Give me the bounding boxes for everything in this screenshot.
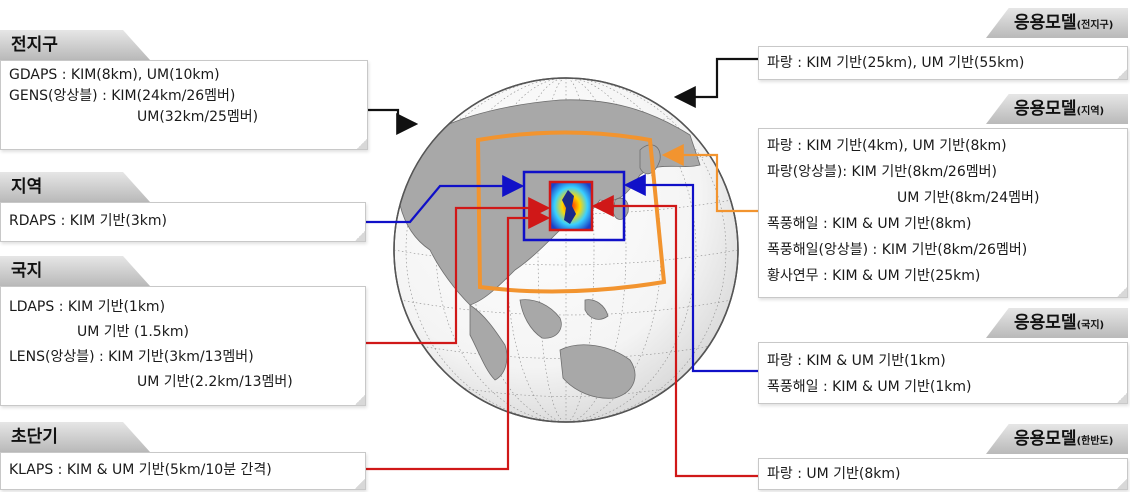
app-peninsula-wave-line: 파랑 : UM 기반(8km): [767, 466, 901, 482]
panel-global-body: GDAPS : KIM(8km), UM(10km) GENS(앙상블) : K…: [0, 60, 368, 150]
lens-um-line: UM 기반(2.2km/13멤버): [137, 374, 293, 390]
ldaps-um-line: UM 기반 (1.5km): [77, 324, 189, 340]
panel-regional-title: 지역: [0, 172, 150, 202]
app-subtitle: (한반도): [1076, 436, 1114, 447]
panel-nowcast-title: 초단기: [0, 422, 150, 452]
app-local-wave-line: 파랑 : KIM & UM 기반(1km): [767, 353, 946, 369]
panel-global-title: 전지구: [0, 30, 150, 60]
gens-um-line: UM(32km/25멤버): [137, 109, 259, 125]
klaps-line: KLAPS : KIM & UM 기반(5km/10분 간격): [9, 462, 272, 478]
panel-app-regional: 응용모델(지역) 파랑 : KIM 기반(4km), UM 기반(8km) 파랑…: [758, 94, 1128, 298]
connector-global-to-globe: [368, 108, 419, 135]
globe: [393, 77, 739, 423]
panel-nowcast-body: KLAPS : KIM & UM 기반(5km/10분 간격): [0, 452, 366, 490]
panel-local-title: 국지: [0, 256, 150, 286]
app-title: 응용모델: [1014, 13, 1077, 33]
app-title: 응용모델: [1014, 429, 1077, 449]
rdaps-line: RDAPS : KIM 기반(3km): [9, 213, 167, 229]
app-subtitle: (지역): [1076, 106, 1105, 117]
app-regional-surge-ens-line: 폭풍해일(앙상블) : KIM 기반(8km/26멤버): [767, 242, 1028, 258]
panel-local-body: LDAPS : KIM 기반(1km) UM 기반 (1.5km) LENS(앙…: [0, 286, 366, 406]
panel-app-global: 응용모델(전지구) 파랑 : KIM 기반(25km), UM 기반(55km): [758, 8, 1128, 80]
panel-app-local-body: 파랑 : KIM & UM 기반(1km) 폭풍해일 : KIM & UM 기반…: [758, 342, 1128, 404]
panel-app-peninsula: 응용모델(한반도) 파랑 : UM 기반(8km): [758, 424, 1128, 490]
ldaps-line: LDAPS : KIM 기반(1km): [9, 299, 166, 315]
connector-local-to-korea: [366, 197, 551, 345]
page-curl-icon: [357, 139, 367, 149]
panel-global: 전지구 GDAPS : KIM(8km), UM(10km) GENS(앙상블)…: [0, 30, 368, 150]
app-regional-surge-line: 폭풍해일 : KIM & UM 기반(8km): [767, 216, 972, 232]
page-curl-icon: [1117, 69, 1127, 79]
panel-app-global-title: 응용모델(전지구): [986, 8, 1128, 38]
connector-nowcast-to-korea: [366, 207, 551, 471]
korea-peninsula-inset: [548, 180, 594, 232]
app-subtitle: (국지): [1076, 320, 1105, 331]
gens-line: GENS(앙상블) : KIM(24km/26멤버): [9, 88, 236, 104]
lens-line: LENS(앙상블) : KIM 기반(3km/13멤버): [9, 349, 254, 365]
connector-app-local: [623, 174, 758, 373]
panel-app-global-body: 파랑 : KIM 기반(25km), UM 기반(55km): [758, 46, 1128, 80]
app-regional-wave-ens-um-line: UM 기반(8km/24멤버): [897, 190, 1040, 206]
connector-app-peninsula: [591, 195, 758, 478]
connector-regional-to-domain: [366, 175, 525, 224]
panel-app-regional-body: 파랑 : KIM 기반(4km), UM 기반(8km) 파랑(앙상블): KI…: [758, 128, 1128, 298]
connector-app-global: [673, 57, 758, 108]
panel-app-local-title: 응용모델(국지): [986, 308, 1128, 338]
page-curl-icon: [355, 479, 365, 489]
panel-regional-body: RDAPS : KIM 기반(3km): [0, 202, 366, 242]
app-global-wave-line: 파랑 : KIM 기반(25km), UM 기반(55km): [767, 55, 1025, 71]
panel-nowcast: 초단기 KLAPS : KIM & UM 기반(5km/10분 간격): [0, 422, 366, 490]
app-title: 응용모델: [1014, 313, 1077, 333]
app-subtitle: (전지구): [1076, 20, 1114, 31]
app-regional-wave-ens-line: 파랑(앙상블): KIM 기반(8km/26멤버): [767, 164, 997, 180]
connector-app-regional: [661, 144, 758, 213]
page-curl-icon: [355, 395, 365, 405]
page-curl-icon: [1117, 287, 1127, 297]
page-curl-icon: [1117, 393, 1127, 403]
panel-app-peninsula-body: 파랑 : UM 기반(8km): [758, 458, 1128, 490]
regional-domain-box: [475, 130, 667, 294]
page-curl-icon: [1117, 479, 1127, 489]
app-regional-wave-line: 파랑 : KIM 기반(4km), UM 기반(8km): [767, 138, 1007, 154]
panel-local: 국지 LDAPS : KIM 기반(1km) UM 기반 (1.5km) LEN…: [0, 256, 366, 406]
app-title: 응용모델: [1014, 99, 1077, 119]
page-curl-icon: [355, 231, 365, 241]
app-regional-dust-line: 황사연무 : KIM & UM 기반(25km): [767, 268, 981, 284]
panel-regional: 지역 RDAPS : KIM 기반(3km): [0, 172, 366, 242]
app-local-surge-line: 폭풍해일 : KIM & UM 기반(1km): [767, 379, 972, 395]
panel-app-local: 응용모델(국지) 파랑 : KIM & UM 기반(1km) 폭풍해일 : KI…: [758, 308, 1128, 404]
panel-app-regional-title: 응용모델(지역): [986, 94, 1128, 124]
panel-app-peninsula-title: 응용모델(한반도): [986, 424, 1128, 454]
gdaps-line: GDAPS : KIM(8km), UM(10km): [9, 67, 220, 83]
